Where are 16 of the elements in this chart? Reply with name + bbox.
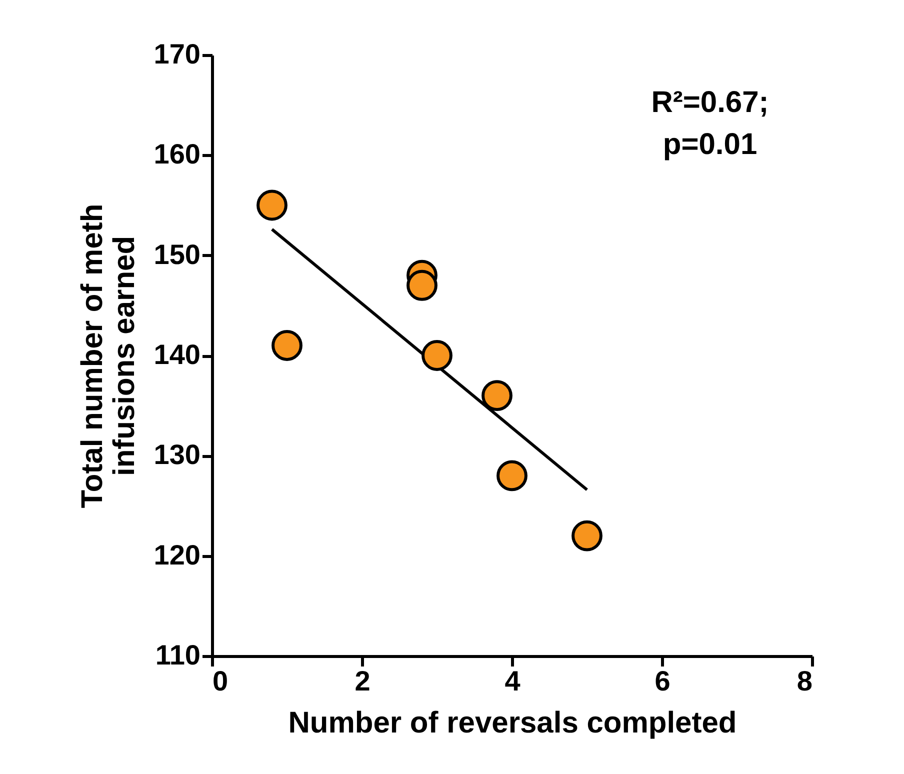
x-tick-label: 2 xyxy=(354,666,370,696)
x-tick-label: 6 xyxy=(654,666,670,696)
y-tick-label: 110 xyxy=(155,640,200,670)
y-tick-label: 120 xyxy=(154,539,200,570)
y-axis-title: Total number of meth infusions earned xyxy=(76,204,141,508)
annotation: R²=0.67; xyxy=(651,86,769,119)
x-tick-label: 4 xyxy=(504,666,521,696)
y-tick-label: 170 xyxy=(154,38,200,70)
x-tick-label: 8 xyxy=(796,666,812,696)
annotation: p=0.01 xyxy=(662,128,758,161)
y-tick-label: 130 xyxy=(154,439,200,470)
x-tick-label: 0 xyxy=(212,666,228,696)
x-axis-title: Number of reversals completed xyxy=(288,706,737,740)
y-tick-label: 150 xyxy=(154,238,200,270)
y-tick-label: 140 xyxy=(154,339,200,370)
y-tick-label: 160 xyxy=(154,138,200,170)
